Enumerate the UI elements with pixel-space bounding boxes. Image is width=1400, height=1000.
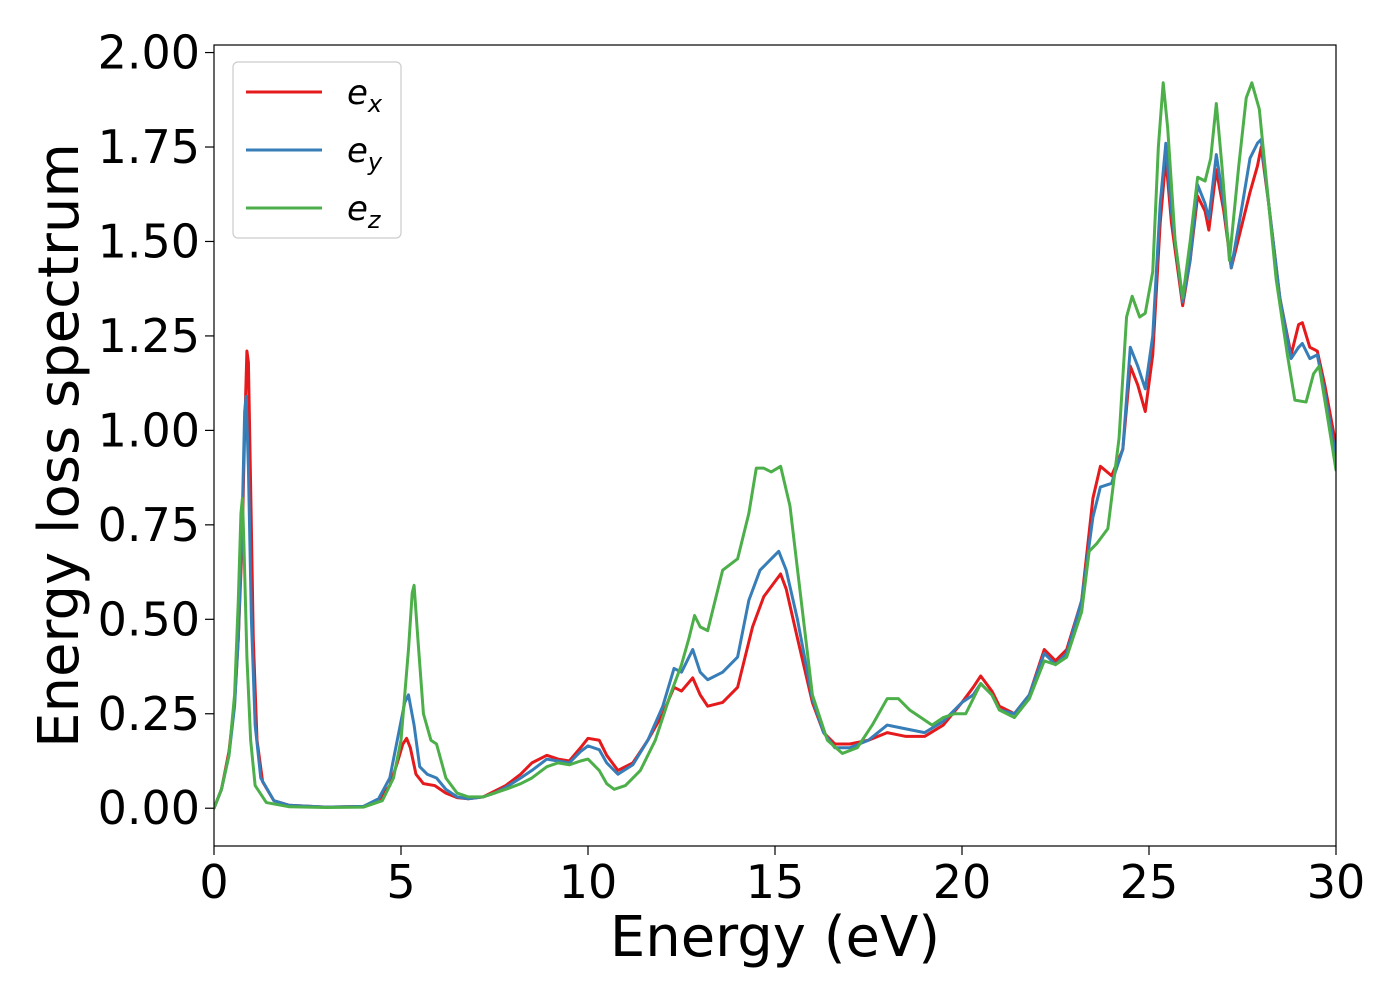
x-axis-title: Energy (eV) <box>610 905 940 970</box>
y-tick-label: 1.75 <box>98 120 200 174</box>
legend-label: ez <box>347 189 382 234</box>
y-axis: 0.00 0.25 0.50 0.75 1.00 1.25 1.50 1.75 2.00 <box>98 26 214 835</box>
x-tick-label: 5 <box>386 855 415 909</box>
legend: ex ey ez <box>232 61 402 239</box>
series-layer <box>214 81 1336 810</box>
x-axis: 0 5 10 15 20 25 30 <box>199 846 1365 909</box>
y-tick-label: 0.00 <box>98 781 200 835</box>
y-tick-label: 1.25 <box>98 309 200 363</box>
x-tick-label: 20 <box>933 855 992 909</box>
y-tick-label: 0.50 <box>98 592 200 646</box>
y-tick-label: 0.75 <box>98 498 200 552</box>
x-tick-label: 30 <box>1307 855 1366 909</box>
legend-label: ey <box>347 131 383 176</box>
series-line-ez <box>214 81 1336 810</box>
y-tick-label: 0.25 <box>98 687 200 741</box>
y-axis-title: Energy loss spectrum <box>27 143 92 748</box>
x-tick-label: 25 <box>1120 855 1179 909</box>
x-tick-label: 0 <box>199 855 228 909</box>
y-tick-label: 1.00 <box>98 403 200 457</box>
x-tick-label: 10 <box>559 855 618 909</box>
x-tick-label: 15 <box>746 855 805 909</box>
y-tick-label: 1.50 <box>98 214 200 268</box>
y-tick-label: 2.00 <box>98 26 200 80</box>
legend-label: ex <box>347 73 383 118</box>
